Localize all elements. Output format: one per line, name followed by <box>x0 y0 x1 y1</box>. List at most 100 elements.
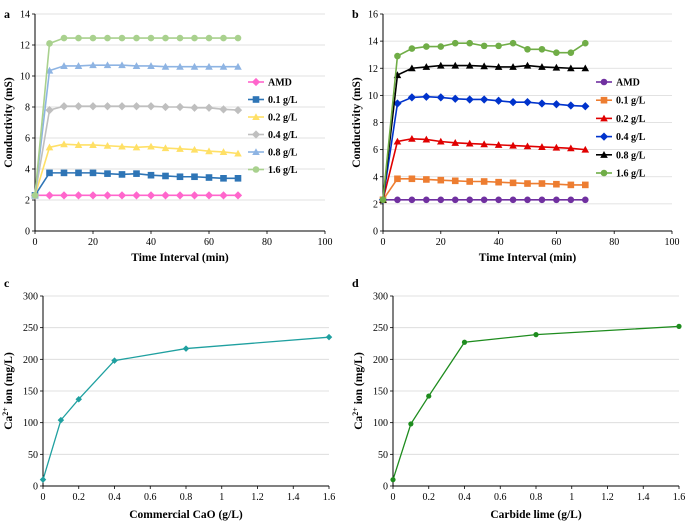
data-point <box>523 98 532 107</box>
data-point <box>132 102 141 111</box>
data-point <box>480 42 488 50</box>
data-point <box>423 176 430 183</box>
y-tick-label: 8 <box>25 103 30 114</box>
data-point <box>582 181 589 189</box>
data-point <box>234 175 242 182</box>
legend-swatch-marker <box>251 77 261 87</box>
chart-panel-c: c 0 50 100 150 200 250 300 0 0.2 0.4 0.6 0.8 1 1.2 1.4 1… <box>1 276 335 521</box>
data-point <box>461 339 468 345</box>
data-point <box>379 196 387 204</box>
data-point <box>147 34 155 42</box>
legend-swatch-marker <box>251 130 261 139</box>
legend-entry: 0.1 g/L <box>596 96 646 107</box>
x-axis-label: Commercial CaO (g/L) <box>129 509 243 521</box>
x-tick-label: 100 <box>318 237 333 248</box>
legend: AMD 0.1 g/L 0.2 g/L 0.4 g/L 0.8 g/L 1.6 g/L <box>596 78 646 180</box>
x-tick-label: 0.2 <box>73 492 86 503</box>
data-point <box>117 191 127 200</box>
data-point <box>523 142 532 150</box>
y-tick-label: 100 <box>23 418 38 429</box>
data-point <box>204 191 214 200</box>
data-point <box>533 332 539 338</box>
data-point <box>146 191 156 200</box>
series-amd <box>30 191 243 200</box>
data-point <box>423 196 430 204</box>
data-point <box>422 135 431 143</box>
data-point <box>175 102 185 112</box>
x-tick-label: 40 <box>146 237 156 248</box>
y-tick-label: 14 <box>368 37 378 48</box>
data-point <box>538 45 546 53</box>
x-tick-label: 0 <box>391 492 396 503</box>
data-point <box>451 139 460 146</box>
data-point <box>480 178 488 185</box>
y-tick-label: 100 <box>373 418 388 429</box>
data-point <box>553 196 560 204</box>
data-point <box>147 62 155 69</box>
legend-entry: 0.8 g/L <box>596 150 646 161</box>
y-tick-label: 300 <box>373 292 388 303</box>
data-point <box>191 173 198 181</box>
data-point <box>74 191 83 200</box>
legend-label: AMD <box>616 78 640 89</box>
x-tick-label: 1.4 <box>637 492 650 503</box>
data-point <box>509 196 517 204</box>
legend-swatch-marker <box>600 114 608 122</box>
data-point <box>508 98 518 107</box>
data-point <box>394 52 401 60</box>
data-point <box>219 148 228 155</box>
data-point <box>191 34 198 42</box>
legend-entry: 0.1 g/L <box>248 95 298 106</box>
y-tick-label: 0 <box>373 227 378 238</box>
data-point <box>74 141 83 149</box>
data-point <box>176 34 184 42</box>
data-point <box>220 175 227 182</box>
data-point <box>451 39 459 47</box>
x-tick-label: 0.6 <box>144 492 157 503</box>
legend-label: AMD <box>268 78 292 89</box>
x-tick-label: 1.2 <box>601 492 614 503</box>
x-tick-label: 80 <box>609 237 619 248</box>
legend-label: 0.8 g/L <box>268 148 298 159</box>
x-tick-label: 0.6 <box>494 492 507 503</box>
data-point <box>494 141 503 148</box>
x-tick-label: 20 <box>436 237 446 248</box>
series-0-8-g-l <box>379 61 590 203</box>
data-point <box>219 105 228 114</box>
y-axis-label: Conductivity (mS) <box>351 77 363 168</box>
y-tick-label: 8 <box>373 118 378 129</box>
data-point <box>582 196 589 204</box>
data-point <box>437 137 445 145</box>
data-point <box>538 180 546 187</box>
data-point <box>45 143 54 151</box>
data-point <box>59 191 69 200</box>
data-point <box>45 105 54 115</box>
data-point <box>567 181 575 189</box>
series-1-6-g-l <box>31 34 242 199</box>
legend-swatch-marker <box>252 96 260 103</box>
data-point <box>408 64 416 72</box>
data-point <box>59 102 69 111</box>
data-point <box>104 170 111 177</box>
legend-label: 1.6 g/L <box>268 165 298 176</box>
data-point <box>190 103 199 112</box>
legend: AMD 0.1 g/L 0.2 g/L 0.4 g/L 0.8 g/L 1.6 g/L <box>248 77 298 176</box>
data-point <box>581 145 590 153</box>
data-point <box>220 34 227 42</box>
data-point <box>437 196 445 204</box>
data-point <box>537 99 547 108</box>
data-point <box>89 169 97 177</box>
data-point <box>494 96 503 105</box>
x-tick-label: 1 <box>219 492 224 503</box>
y-tick-label: 6 <box>25 134 30 145</box>
data-point <box>566 101 575 110</box>
y-axis-label-suffix: ion (mg/L) <box>353 352 365 407</box>
data-point <box>60 140 68 148</box>
y-tick-label: 0 <box>383 482 388 493</box>
legend-label: 0.1 g/L <box>616 96 646 107</box>
data-point <box>161 144 170 152</box>
data-point <box>205 174 213 181</box>
data-point <box>205 62 213 70</box>
data-point <box>465 61 474 69</box>
